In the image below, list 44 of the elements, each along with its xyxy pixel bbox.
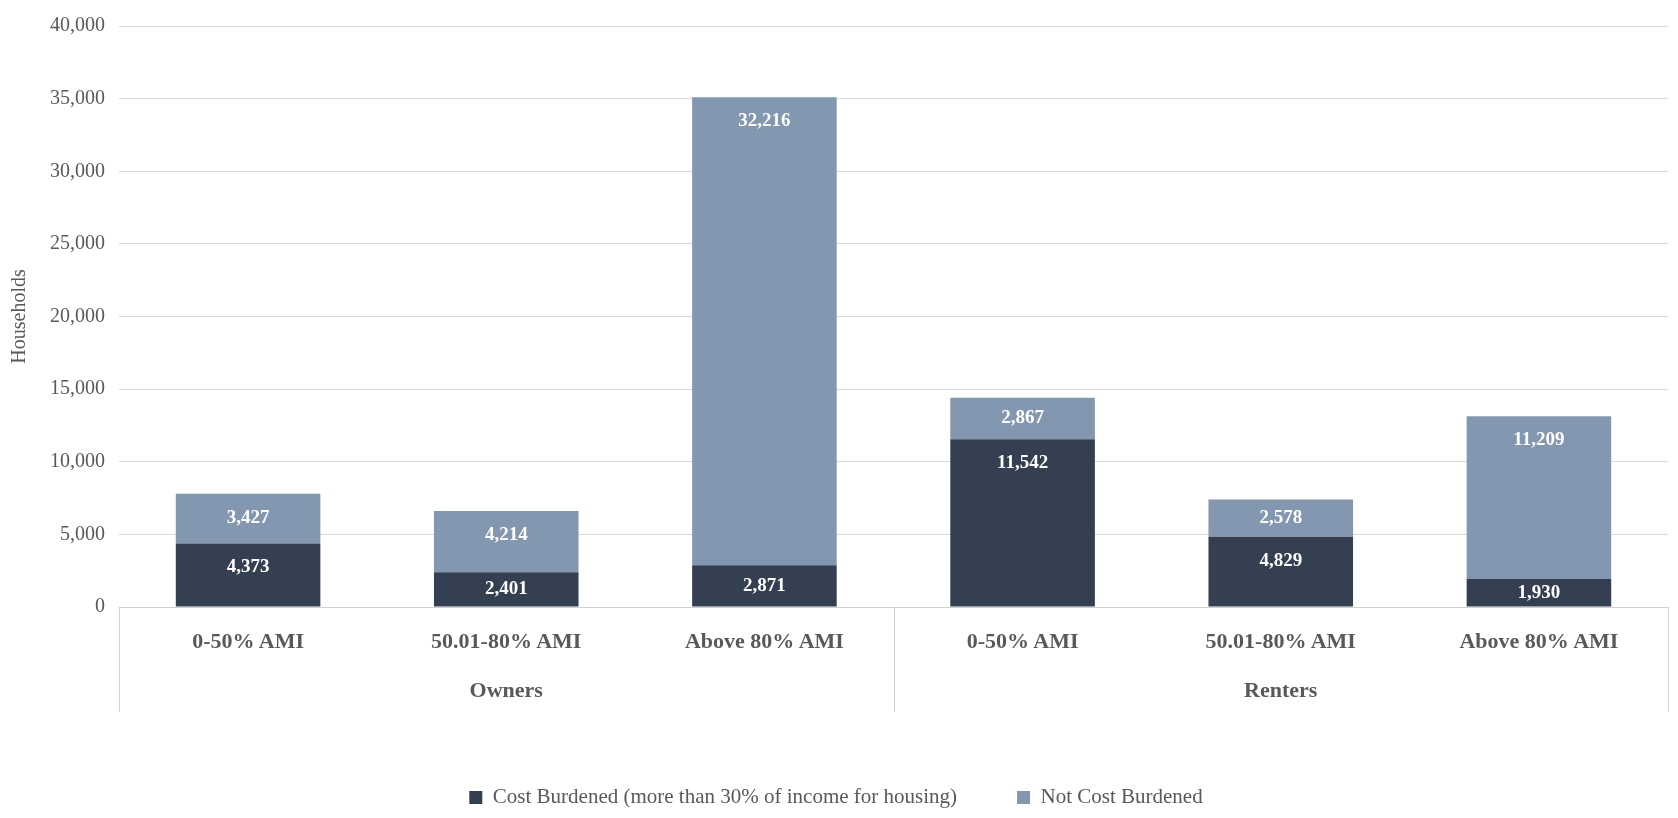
y-tick-label: 15,000 — [50, 376, 105, 399]
bar — [692, 97, 837, 566]
y-tick-label: 5,000 — [60, 521, 105, 544]
x-tick-label: 0-50% AMI — [192, 627, 304, 653]
x-tick-label: Above 80% AMI — [1459, 627, 1619, 653]
y-tick-label: 20,000 — [50, 303, 105, 326]
data-label: 1,930 — [1517, 580, 1561, 602]
y-tick-label: 0 — [95, 594, 105, 617]
data-label: 3,427 — [226, 505, 270, 527]
x-tick-label: Above 80% AMI — [684, 627, 844, 653]
y-tick-label: 40,000 — [50, 13, 105, 36]
legend-label: Not Cost Burdened — [1040, 784, 1204, 809]
legend-label: Cost Burdened (more than 30% of income for housing) — [492, 784, 958, 809]
data-label: 2,867 — [1001, 406, 1045, 428]
bar — [433, 572, 579, 607]
bar — [950, 397, 1095, 440]
data-label: 32,216 — [738, 109, 791, 131]
data-label: 2,578 — [1259, 506, 1303, 528]
bar — [175, 493, 321, 544]
bar — [692, 565, 837, 607]
y-tick-label: 30,000 — [50, 158, 105, 181]
y-axis-title: Households — [7, 269, 30, 364]
text: Renters — [1244, 676, 1318, 702]
bar — [175, 543, 321, 607]
x-tick-label: 50.01-80% AMI — [431, 627, 582, 653]
text: Owners — [469, 676, 544, 702]
data-label: 11,209 — [1513, 428, 1565, 450]
data-label: 4,373 — [226, 555, 270, 577]
y-tick-label: 10,000 — [50, 449, 105, 471]
bar — [1466, 416, 1612, 579]
bar — [950, 439, 1095, 607]
bar — [1466, 578, 1612, 607]
data-label: 4,214 — [484, 522, 529, 544]
x-tick-label: 50.01-80% AMI — [1205, 627, 1356, 653]
y-tick-label: 35,000 — [50, 85, 105, 108]
x-tick-label: 0-50% AMI — [966, 627, 1079, 653]
bar — [1208, 499, 1354, 537]
data-label: 2,401 — [484, 577, 528, 599]
y-tick-label: 25,000 — [50, 231, 105, 254]
data-label: 11,542 — [996, 451, 1049, 473]
data-label: 4,829 — [1259, 548, 1303, 570]
data-label: 2,871 — [743, 573, 786, 595]
bar — [433, 510, 579, 573]
bar — [1208, 536, 1354, 607]
